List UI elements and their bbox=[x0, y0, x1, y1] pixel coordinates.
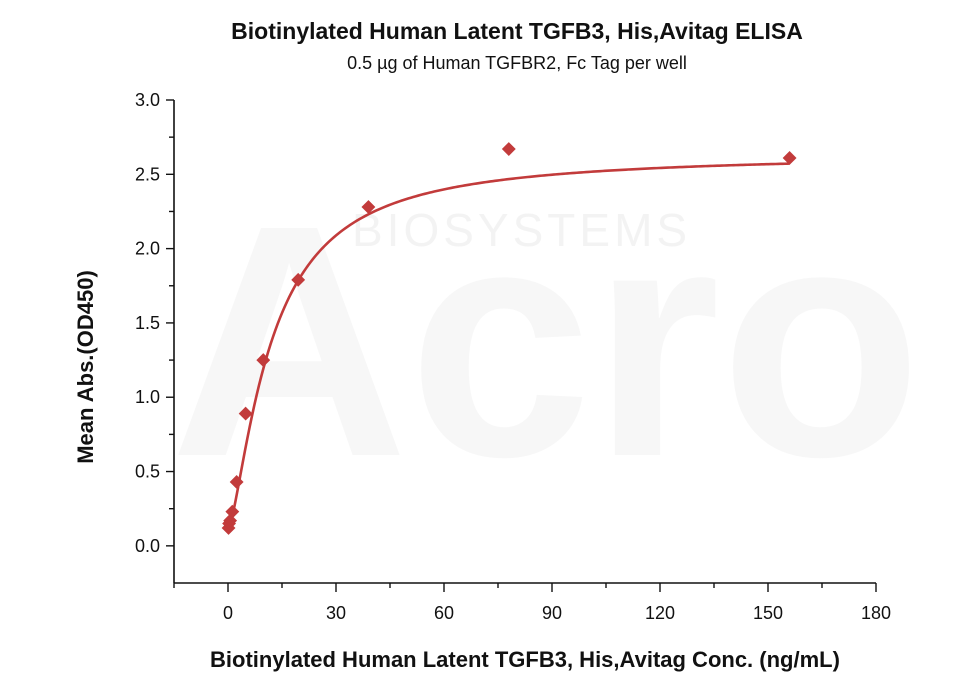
x-tick-label: 120 bbox=[645, 603, 675, 623]
y-tick-label: 1.5 bbox=[135, 313, 160, 333]
chart-subtitle: 0.5 µg of Human TGFBR2, Fc Tag per well bbox=[347, 53, 687, 73]
x-tick-label: 150 bbox=[753, 603, 783, 623]
y-tick-label: 3.0 bbox=[135, 90, 160, 110]
x-ticks: 0 30 60 90 120 150 180 bbox=[173, 583, 891, 623]
x-axis-title: Biotinylated Human Latent TGFB3, His,Avi… bbox=[210, 647, 840, 672]
x-tick-label: 180 bbox=[861, 603, 891, 623]
data-point bbox=[256, 353, 271, 368]
data-point bbox=[291, 272, 306, 287]
watermark-tagline: BIOSYSTEMS bbox=[352, 204, 691, 256]
y-tick-label: 2.5 bbox=[135, 164, 160, 184]
data-point bbox=[225, 504, 240, 519]
y-tick-label: 2.0 bbox=[135, 239, 160, 259]
x-tick-label: 90 bbox=[542, 603, 562, 623]
watermark: Acro BIOSYSTEMS bbox=[170, 156, 922, 525]
y-axis-title: Mean Abs.(OD450) bbox=[73, 270, 98, 464]
y-ticks: 0.0 0.5 1.0 1.5 2.0 2.5 3.0 bbox=[135, 90, 174, 556]
data-point bbox=[501, 142, 516, 156]
y-tick-label: 0.5 bbox=[135, 462, 160, 482]
watermark-logo: Acro bbox=[170, 156, 922, 525]
data-point bbox=[361, 200, 376, 214]
fit-curve bbox=[227, 162, 790, 531]
y-tick-label: 1.0 bbox=[135, 387, 160, 407]
chart-title: Biotinylated Human Latent TGFB3, His,Avi… bbox=[231, 18, 803, 44]
data-point bbox=[229, 475, 244, 489]
data-point bbox=[238, 406, 253, 421]
data-points bbox=[221, 142, 797, 535]
x-tick-label: 0 bbox=[223, 603, 233, 623]
y-tick-label: 0.0 bbox=[135, 536, 160, 556]
x-tick-label: 60 bbox=[434, 603, 454, 623]
data-point bbox=[782, 151, 797, 165]
x-tick-label: 30 bbox=[326, 603, 346, 623]
